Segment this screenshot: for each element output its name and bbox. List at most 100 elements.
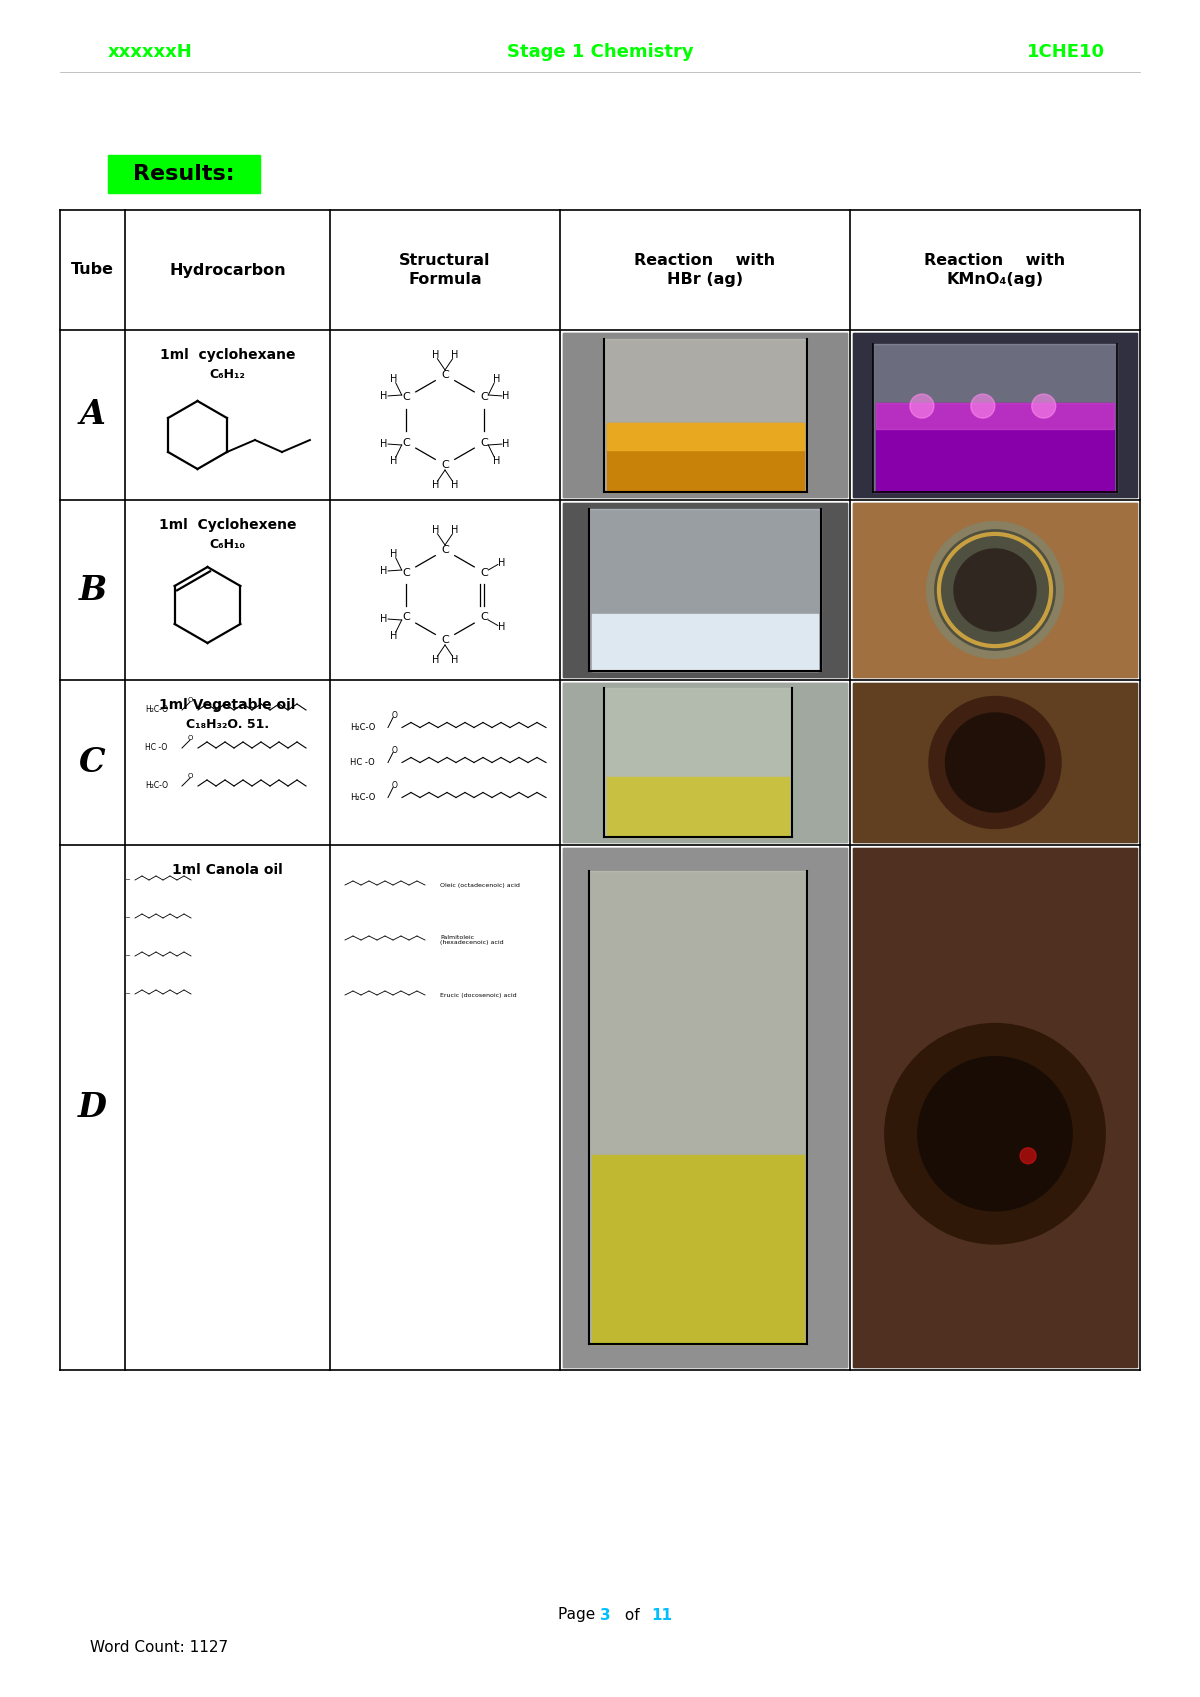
Text: Reaction    with
KMnO₄(ag): Reaction with KMnO₄(ag) xyxy=(924,253,1066,287)
Text: H: H xyxy=(432,480,439,490)
Bar xyxy=(876,402,1114,429)
Text: H₂C-O: H₂C-O xyxy=(145,782,168,791)
Text: H: H xyxy=(380,440,388,450)
Text: H: H xyxy=(390,631,397,640)
Text: C: C xyxy=(480,613,488,623)
Text: Page: Page xyxy=(558,1607,600,1622)
Text: Erucic (docosenoic) acid: Erucic (docosenoic) acid xyxy=(440,993,517,998)
Bar xyxy=(589,871,806,1344)
Circle shape xyxy=(929,696,1061,828)
Text: H: H xyxy=(498,558,505,567)
Text: Palmitoleic
(hexadecenoic) acid: Palmitoleic (hexadecenoic) acid xyxy=(440,935,504,945)
Text: H: H xyxy=(502,390,510,400)
Text: H: H xyxy=(432,524,439,535)
Bar xyxy=(563,848,847,1368)
Bar xyxy=(853,502,1138,677)
Text: C: C xyxy=(402,567,410,577)
Bar xyxy=(853,333,1138,497)
Bar xyxy=(853,682,1138,842)
Text: H: H xyxy=(498,623,505,633)
Bar xyxy=(563,848,847,1368)
Text: B: B xyxy=(78,574,107,606)
Text: O: O xyxy=(392,711,398,720)
Bar xyxy=(606,423,804,492)
Text: 3: 3 xyxy=(600,1607,611,1622)
Text: C: C xyxy=(442,370,449,380)
Bar xyxy=(592,1154,804,1344)
Bar xyxy=(853,502,1138,677)
Text: of: of xyxy=(620,1607,644,1622)
Bar xyxy=(876,402,1114,492)
Text: H: H xyxy=(390,455,397,465)
Text: Oleic (octadecenoic) acid: Oleic (octadecenoic) acid xyxy=(440,882,520,888)
Circle shape xyxy=(946,713,1044,811)
Text: Reaction    with
HBr (ag): Reaction with HBr (ag) xyxy=(635,253,775,287)
Text: H₂C-O: H₂C-O xyxy=(350,723,376,731)
Circle shape xyxy=(935,529,1055,650)
Bar xyxy=(606,777,790,837)
Text: HC -O: HC -O xyxy=(350,759,374,767)
Text: 1ml  Cyclohexene: 1ml Cyclohexene xyxy=(158,518,296,531)
Bar xyxy=(563,333,847,497)
Circle shape xyxy=(1032,394,1056,417)
Text: H: H xyxy=(502,440,510,450)
Text: C: C xyxy=(480,567,488,577)
Bar xyxy=(606,423,804,450)
Text: D: D xyxy=(78,1091,107,1123)
Text: C: C xyxy=(442,545,449,555)
Text: H: H xyxy=(380,565,388,575)
Bar xyxy=(563,502,847,677)
Text: ~: ~ xyxy=(124,954,130,959)
Text: O: O xyxy=(392,747,398,755)
Text: H: H xyxy=(451,655,458,665)
Bar xyxy=(874,343,1117,492)
Bar xyxy=(563,682,847,842)
Text: H: H xyxy=(390,375,397,385)
Text: 11: 11 xyxy=(650,1607,672,1622)
Bar xyxy=(563,682,847,842)
Circle shape xyxy=(918,1057,1072,1212)
Text: C₆H₁₂: C₆H₁₂ xyxy=(210,368,246,382)
Bar xyxy=(853,333,1138,497)
Text: A: A xyxy=(79,399,106,431)
Text: H: H xyxy=(493,375,500,385)
Text: C: C xyxy=(442,635,449,645)
Bar xyxy=(853,848,1138,1368)
Bar xyxy=(853,848,1138,1368)
Bar xyxy=(853,682,1138,842)
Bar xyxy=(604,689,792,837)
Circle shape xyxy=(884,1023,1105,1244)
Text: C: C xyxy=(402,613,410,623)
Text: ~: ~ xyxy=(124,915,130,921)
Circle shape xyxy=(926,521,1063,658)
Text: H: H xyxy=(390,550,397,560)
Text: H: H xyxy=(432,655,439,665)
Text: H: H xyxy=(432,350,439,360)
Text: 1ml Vegetable oil: 1ml Vegetable oil xyxy=(160,697,295,713)
Text: ~: ~ xyxy=(124,877,130,882)
Bar xyxy=(592,614,818,670)
Text: H: H xyxy=(451,524,458,535)
Text: C: C xyxy=(79,747,106,779)
Text: C₆H₁₀: C₆H₁₀ xyxy=(210,538,246,552)
Text: Stage 1 Chemistry: Stage 1 Chemistry xyxy=(506,42,694,61)
Text: O: O xyxy=(187,697,193,703)
Text: H₂C-O: H₂C-O xyxy=(145,706,168,714)
Circle shape xyxy=(954,548,1036,631)
Text: HC -O: HC -O xyxy=(145,743,167,752)
Text: Structural
Formula: Structural Formula xyxy=(400,253,491,287)
Text: H: H xyxy=(493,455,500,465)
Text: xxxxxxH: xxxxxxH xyxy=(108,42,193,61)
Text: Word Count: 1127: Word Count: 1127 xyxy=(90,1639,228,1655)
Bar xyxy=(108,154,260,193)
Text: C: C xyxy=(480,392,488,402)
Text: H: H xyxy=(380,390,388,400)
Text: H₂C-O: H₂C-O xyxy=(350,792,376,803)
Text: 1ml  cyclohexane: 1ml cyclohexane xyxy=(160,348,295,361)
Text: C: C xyxy=(442,460,449,470)
Text: ~: ~ xyxy=(124,991,130,998)
Text: C: C xyxy=(480,438,488,448)
Text: O: O xyxy=(187,735,193,742)
Text: C: C xyxy=(402,438,410,448)
Circle shape xyxy=(971,394,995,417)
